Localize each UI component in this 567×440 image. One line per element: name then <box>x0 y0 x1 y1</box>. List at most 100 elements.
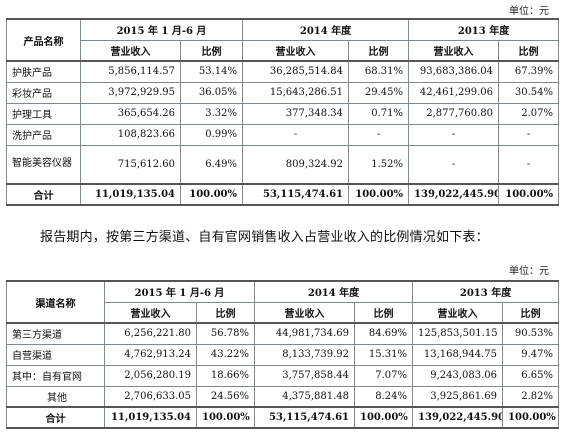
table1-unit-label: 单位：元 <box>509 6 549 17</box>
cell-ratio: 7.07% <box>354 364 414 387</box>
row-name: 彩妆产品 <box>6 81 81 104</box>
row-name: 洗护产品 <box>6 123 81 146</box>
cell-ratio: - <box>348 123 410 146</box>
header-period-2015h1: 2015 年 1 月-6 月 <box>103 280 256 303</box>
channel-revenue-table: 渠道名称 2015 年 1 月-6 月 2014 年度 2013 年度 营业收入… <box>6 280 560 429</box>
header-period-2014: 2014 年度 <box>242 18 410 41</box>
header-revenue: 营业收入 <box>104 301 197 324</box>
cell-revenue: 715,612.60 <box>80 144 181 185</box>
cell-ratio: 6.65% <box>502 364 560 387</box>
cell-ratio: 100.00% <box>502 406 560 429</box>
header-period-2015h1: 2015 年 1 月-6 月 <box>79 18 244 41</box>
header-ratio: 比例 <box>502 301 560 324</box>
cell-revenue: - <box>408 144 500 185</box>
cell-revenue: 2,706,633.05 <box>104 385 197 408</box>
cell-ratio: 0.71% <box>348 102 410 125</box>
table-row: 彩妆产品 3,972,929.95 36.05% 15,643,286.51 2… <box>6 81 560 104</box>
cell-ratio: 15.31% <box>354 343 414 366</box>
total-label: 合计 <box>6 183 81 206</box>
cell-ratio: 100.00% <box>498 183 560 206</box>
cell-revenue: 93,683,386.04 <box>408 60 500 83</box>
cell-revenue: 108,823.66 <box>80 123 181 146</box>
cell-revenue: 2,877,760.80 <box>408 102 500 125</box>
header-ratio: 比例 <box>195 301 256 324</box>
cell-revenue: 377,348.34 <box>242 102 350 125</box>
cell-ratio: 56.78% <box>195 322 256 345</box>
table-row: 自营渠道 4,762,913.24 43.22% 8,133,739.92 15… <box>6 343 560 366</box>
cell-ratio: - <box>498 144 560 185</box>
cell-ratio: 100.00% <box>179 183 244 206</box>
cell-revenue: 9,243,083.06 <box>412 364 504 387</box>
cell-revenue: 15,643,286.51 <box>242 81 350 104</box>
table-row: 智能美容仪器 715,612.60 6.49% 809,324.92 1.52%… <box>6 144 560 185</box>
cell-revenue: 13,168,944.75 <box>412 343 504 366</box>
cell-revenue: 11,019,135.04 <box>80 183 181 206</box>
total-row: 合计 11,019,135.04 100.00% 53,115,474.61 1… <box>6 406 560 429</box>
cell-revenue: 5,856,114.57 <box>80 60 181 83</box>
header-revenue: 营业收入 <box>242 39 350 62</box>
cell-revenue: 139,022,445.90 <box>412 406 504 429</box>
header-channel-name: 渠道名称 <box>6 280 105 324</box>
cell-ratio: 30.54% <box>498 81 560 104</box>
cell-revenue: - <box>408 123 500 146</box>
cell-revenue: 11,019,135.04 <box>104 406 197 429</box>
cell-revenue: 6,256,221.80 <box>104 322 197 345</box>
cell-ratio: 1.52% <box>348 144 410 185</box>
cell-ratio: 18.66% <box>195 364 256 387</box>
cell-ratio: 24.56% <box>195 385 256 408</box>
table2-unit-label: 单位：元 <box>509 266 549 277</box>
row-name: 智能美容仪器 <box>6 144 81 185</box>
cell-ratio: 68.31% <box>348 60 410 83</box>
cell-revenue: 4,375,881.48 <box>254 385 356 408</box>
table-row: 洗护产品 108,823.66 0.99% - - - - <box>6 123 560 146</box>
cell-ratio: 9.47% <box>502 343 560 366</box>
cell-revenue: 44,981,734.69 <box>254 322 356 345</box>
cell-ratio: 36.05% <box>179 81 244 104</box>
cell-revenue: 809,324.92 <box>242 144 350 185</box>
cell-revenue: 36,285,514.84 <box>242 60 350 83</box>
cell-ratio: 100.00% <box>195 406 256 429</box>
cell-ratio: 90.53% <box>502 322 560 345</box>
table-row: 第三方渠道 6,256,221.80 56.78% 44,981,734.69 … <box>6 322 560 345</box>
cell-revenue: 3,972,929.95 <box>80 81 181 104</box>
cell-ratio: 29.45% <box>348 81 410 104</box>
header-period-2014: 2014 年度 <box>254 280 414 303</box>
header-period-2013: 2013 年度 <box>408 18 560 41</box>
cell-ratio: 100.00% <box>354 406 414 429</box>
cell-revenue: 125,853,501.15 <box>412 322 504 345</box>
table-row: 护理工具 365,654.26 3.32% 377,348.34 0.71% 2… <box>6 102 560 125</box>
cell-revenue: 365,654.26 <box>80 102 181 125</box>
table-row: 护肤产品 5,856,114.57 53.14% 36,285,514.84 6… <box>6 60 560 83</box>
cell-revenue: 3,757,858.44 <box>254 364 356 387</box>
cell-ratio: 100.00% <box>348 183 410 206</box>
cell-ratio: 2.07% <box>498 102 560 125</box>
header-product-name: 产品名称 <box>6 18 81 62</box>
cell-revenue: 8,133,739.92 <box>254 343 356 366</box>
cell-ratio: 3.32% <box>179 102 244 125</box>
cell-ratio: 2.82% <box>502 385 560 408</box>
row-name: 自营渠道 <box>6 343 105 366</box>
header-period-2013: 2013 年度 <box>412 280 560 303</box>
header-revenue: 营业收入 <box>408 39 500 62</box>
row-name: 第三方渠道 <box>6 322 105 345</box>
header-ratio: 比例 <box>354 301 414 324</box>
cell-revenue: 4,762,913.24 <box>104 343 197 366</box>
row-name: 其中：自有官网 <box>6 364 105 387</box>
row-name: 护肤产品 <box>6 60 81 83</box>
total-label: 合计 <box>6 406 105 429</box>
cell-ratio: 67.39% <box>498 60 560 83</box>
row-name: 护理工具 <box>6 102 81 125</box>
cell-revenue: 53,115,474.61 <box>242 183 350 206</box>
header-revenue: 营业收入 <box>80 39 181 62</box>
cell-ratio: 43.22% <box>195 343 256 366</box>
body-paragraph: 报告期内，按第三方渠道、自有官网销售收入占营业收入的比例情况如下表： <box>40 230 489 245</box>
table-row: 其中：自有官网 2,056,280.19 18.66% 3,757,858.44… <box>6 364 560 387</box>
header-revenue: 营业收入 <box>254 301 356 324</box>
cell-ratio: 84.69% <box>354 322 414 345</box>
header-ratio: 比例 <box>348 39 410 62</box>
cell-revenue: 2,056,280.19 <box>104 364 197 387</box>
cell-revenue: 53,115,474.61 <box>254 406 356 429</box>
cell-ratio: - <box>498 123 560 146</box>
cell-ratio: 8.24% <box>354 385 414 408</box>
